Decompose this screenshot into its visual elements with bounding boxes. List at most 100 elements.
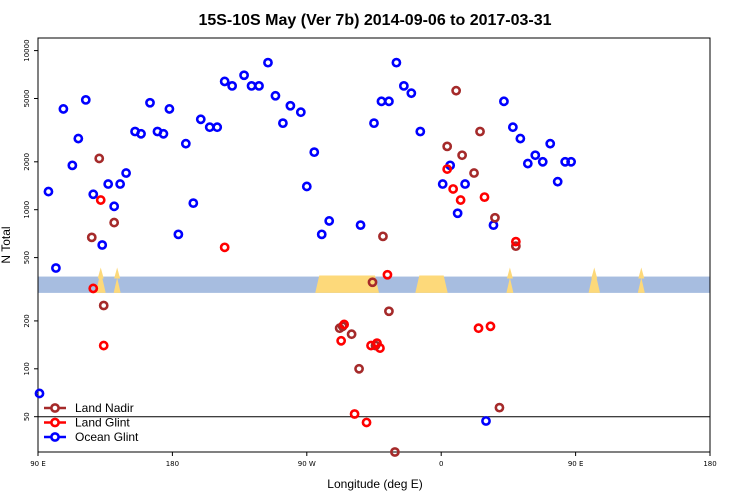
ocean-glint-point	[285, 100, 296, 111]
land-spike	[114, 267, 121, 279]
ocean-glint-point	[212, 122, 223, 133]
ocean-glint-point	[43, 186, 54, 197]
ocean-glint-point	[67, 160, 78, 171]
legend-marker	[50, 432, 60, 442]
land-glint-point	[382, 269, 393, 280]
ocean-glint-point	[173, 229, 184, 240]
land-nadir-point	[367, 277, 378, 288]
ocean-glint-point	[398, 80, 409, 91]
land-segment	[637, 275, 645, 293]
land-nadir-point	[390, 447, 400, 457]
land-nadir-point	[378, 231, 388, 242]
land-glint-point	[455, 195, 466, 205]
ocean-glint-point	[324, 216, 335, 226]
ocean-glint-point	[121, 168, 132, 178]
y-tick-label: 1000	[23, 201, 31, 219]
land-glint-point	[339, 319, 350, 330]
y-axis-label: N Total	[0, 226, 13, 263]
land-nadir-point	[494, 402, 505, 413]
ocean-glint-point	[566, 156, 577, 167]
land-segment	[315, 275, 379, 293]
ocean-glint-point	[278, 118, 288, 129]
land-segment	[506, 275, 514, 293]
y-tick-label: 200	[23, 314, 31, 327]
ocean-glint-point	[460, 179, 470, 189]
land-nadir-point	[94, 153, 105, 164]
land-glint-point	[219, 242, 230, 253]
ocean-glint-point	[437, 179, 448, 189]
ocean-glint-point	[545, 138, 556, 149]
ocean-glint-point	[406, 88, 417, 99]
y-tick-label: 100	[23, 362, 31, 375]
land-nadir-point	[469, 168, 479, 178]
ocean-glint-point	[552, 176, 563, 187]
ocean-glint-point	[415, 126, 426, 137]
ocean-glint-point	[115, 179, 126, 189]
ocean-glint-point	[145, 97, 155, 108]
ocean-glint-point	[384, 96, 394, 107]
ocean-glint-point	[80, 94, 91, 105]
ocean-glint-point	[316, 229, 327, 240]
land-spike	[591, 267, 598, 279]
land-nadir-point	[490, 212, 500, 223]
ocean-glint-point	[309, 147, 320, 158]
ocean-glint-point	[109, 201, 120, 212]
x-tick-label: 90 E	[30, 460, 46, 468]
ocean-glint-point	[254, 80, 264, 91]
land-nadir-point	[475, 126, 485, 137]
land-nadir-point	[346, 329, 357, 340]
land-nadir-point	[451, 85, 462, 96]
land-segment	[415, 275, 448, 293]
ocean-glint-point	[103, 179, 114, 189]
land-glint-point	[448, 184, 459, 194]
ocean-glint-point	[97, 240, 108, 250]
x-tick-label: 180	[166, 460, 179, 468]
legend-marker	[50, 403, 60, 413]
x-axis-label: Longitude (deg E)	[327, 477, 422, 491]
ocean-glint-point	[180, 138, 191, 149]
ocean-glint-point	[34, 388, 45, 399]
ocean-glint-point	[51, 263, 61, 273]
ocean-glint-point	[136, 128, 146, 139]
land-glint-point	[361, 417, 372, 428]
ocean-glint-point	[369, 118, 379, 129]
ocean-glint-point	[481, 416, 491, 426]
legend-label: Land Nadir	[75, 401, 134, 415]
land-spike	[638, 267, 645, 279]
ocean-glint-point	[499, 96, 509, 107]
plot-frame	[37, 37, 711, 453]
land-segment	[113, 275, 121, 293]
land-glint-point	[510, 236, 521, 247]
ocean-glint-point	[295, 107, 306, 118]
ocean-glint-point	[530, 150, 541, 161]
ocean-glint-point	[452, 208, 463, 219]
legend-label: Land Glint	[75, 416, 130, 430]
ocean-glint-point	[158, 128, 169, 139]
y-tick-label: 5000	[23, 90, 31, 108]
x-tick-label: 0	[439, 460, 443, 468]
ocean-glint-point	[164, 104, 175, 114]
y-tick-label: 50	[23, 412, 31, 421]
land-glint-point	[442, 164, 453, 174]
land-segment	[95, 275, 106, 293]
land-spike	[506, 267, 513, 279]
land-glint-point	[473, 323, 484, 334]
land-glint-point	[98, 340, 109, 351]
land-glint-point	[375, 343, 385, 353]
land-nadir-point	[510, 241, 521, 252]
land-segment	[588, 275, 600, 293]
ocean-glint-point	[522, 158, 533, 169]
land-nadir-point	[109, 217, 120, 228]
ocean-glint-point	[227, 80, 238, 91]
chart-title: 15S-10S May (Ver 7b) 2014-09-06 to 2017-…	[198, 12, 551, 29]
ocean-glint-point	[73, 133, 84, 144]
ocean-glint-point	[301, 181, 312, 192]
ocean-glint-point	[515, 133, 526, 144]
plot-background	[38, 38, 710, 452]
ocean-glint-point	[391, 57, 402, 68]
land-nadir-point	[354, 363, 364, 374]
land-spike	[97, 267, 104, 279]
ocean-glint-point	[239, 70, 249, 81]
ocean-glint-point	[270, 90, 281, 101]
